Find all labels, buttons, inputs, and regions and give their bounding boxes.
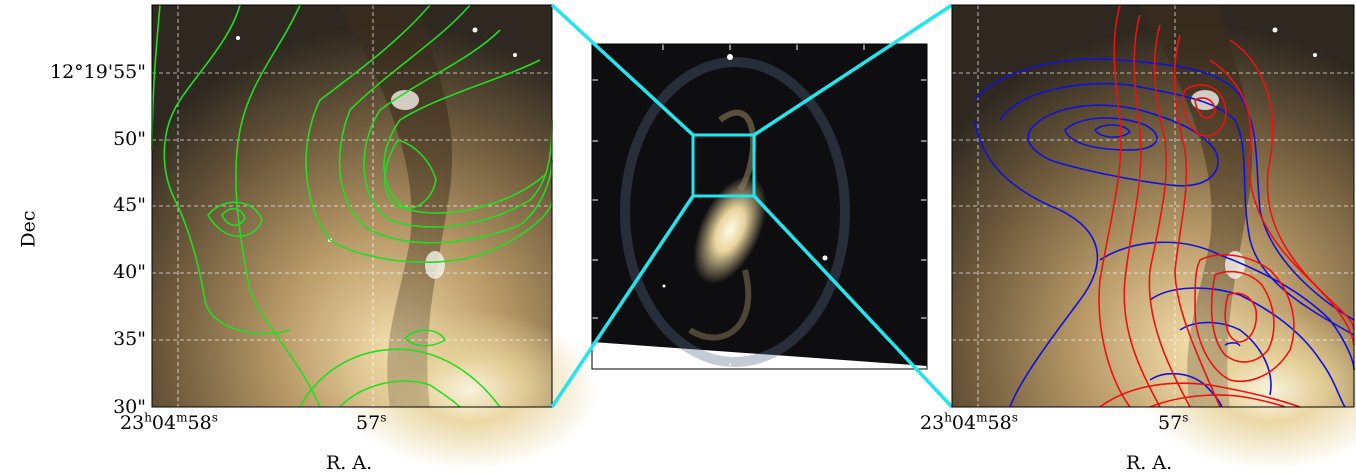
center-panel-frame bbox=[591, 43, 928, 370]
center-bulge bbox=[693, 175, 767, 285]
dec-tick-label: 50" bbox=[113, 128, 146, 150]
right-blue-contours bbox=[974, 58, 1355, 408]
dec-tick-label: 45" bbox=[113, 194, 146, 216]
dec-axis-title: Dec bbox=[17, 210, 40, 248]
left-panel-frame bbox=[151, 4, 553, 408]
dec-tick-label: 35" bbox=[113, 328, 146, 350]
ra-axis-title-left: R. A. bbox=[326, 452, 373, 474]
dec-tick-label: 12°19'55" bbox=[50, 61, 146, 83]
ra-axis-title-right: R. A. bbox=[1126, 452, 1173, 474]
zoom-box bbox=[691, 133, 756, 198]
ra-tick-label-left-0: 23h04m58s bbox=[120, 410, 218, 434]
center-bright-star bbox=[727, 54, 733, 60]
right-dust-lane bbox=[1140, 5, 1253, 407]
ra-tick-label-left-1: 57s bbox=[356, 410, 387, 434]
right-image-panel bbox=[951, 4, 1356, 470]
center-image-panel bbox=[591, 43, 928, 370]
dec-tick-label: 40" bbox=[113, 261, 146, 283]
left-dust-lane bbox=[340, 5, 453, 407]
dec-tick-label: 30" bbox=[113, 396, 146, 418]
right-red-contours bbox=[1098, 4, 1355, 408]
left-image-panel bbox=[151, 4, 600, 470]
zoom-connectors bbox=[550, 3, 954, 409]
ra-tick-label-right-0: 23h04m58s bbox=[920, 410, 1018, 434]
left-contours bbox=[151, 4, 553, 408]
ra-tick-label-right-1: 57s bbox=[1158, 410, 1189, 434]
right-panel-frame bbox=[951, 4, 1355, 408]
